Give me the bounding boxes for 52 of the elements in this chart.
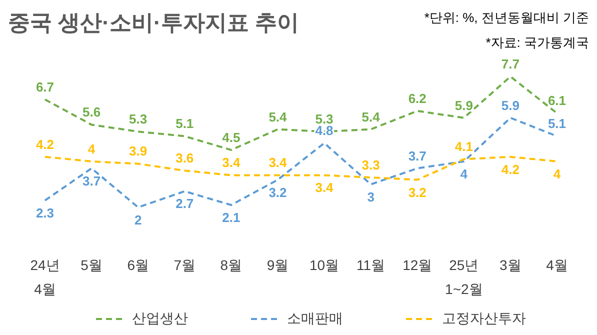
x-tick-label: 10월 [309, 257, 340, 273]
data-label: 4 [460, 166, 468, 182]
data-label: 3.4 [222, 155, 241, 170]
data-label: 3 [367, 189, 374, 204]
x-tick-label: 25년 1~2월 [445, 257, 483, 297]
data-label: 4 [88, 141, 96, 156]
data-label: 5.6 [82, 104, 101, 120]
x-tick-label: 6월 [127, 257, 149, 273]
data-label: 5.1 [176, 116, 194, 132]
x-tick-label: 12월 [402, 257, 432, 273]
data-label: 3.9 [129, 144, 148, 159]
data-label: 5.1 [548, 116, 566, 132]
data-label: 2.1 [222, 210, 240, 226]
data-label: 3.4 [268, 155, 288, 170]
x-tick-label: 9월 [266, 257, 289, 273]
x-tick-label: 8월 [220, 257, 242, 273]
data-label: 3.7 [408, 148, 426, 164]
x-tick-label: 4월 [546, 257, 568, 273]
data-label: 6.1 [548, 93, 566, 108]
data-label: 4 [553, 166, 562, 182]
data-label: 6.7 [36, 79, 54, 94]
data-label: 5.4 [268, 109, 288, 124]
text: *자료: 국가통계국 [486, 35, 589, 50]
legend-label: 산업생산 [132, 310, 188, 326]
data-label: 3.2 [408, 184, 426, 200]
data-label: 7.7 [501, 56, 520, 72]
x-tick-label: 24년 4월 [30, 257, 60, 297]
data-label: 5.4 [362, 109, 381, 124]
text: *단위: %, 전년동월대비 기준 [424, 10, 589, 25]
legend-label: 고정자산투자 [442, 310, 526, 326]
data-label: 6.2 [408, 90, 426, 106]
data-label: 3.3 [362, 157, 380, 172]
x-tick-label: 5월 [80, 257, 102, 273]
data-label: 3.6 [176, 150, 194, 166]
data-label: 2.3 [36, 205, 54, 220]
data-label: 3.7 [82, 173, 101, 188]
x-tick-label: 7월 [174, 257, 196, 273]
data-label: 5.9 [454, 98, 473, 113]
data-label: 4.1 [454, 139, 473, 154]
data-label: 3.2 [268, 184, 287, 200]
x-tick-label: 11월 [356, 257, 386, 273]
data-label: 4.5 [222, 130, 240, 145]
data-label: 3.4 [315, 180, 334, 196]
chart-title: 중국 생산·소비·투자지표 추이 [8, 10, 299, 35]
data-label: 2 [134, 212, 142, 228]
data-label: 2.7 [176, 196, 194, 212]
data-label: 4.2 [36, 136, 54, 152]
data-label: 4.2 [501, 162, 520, 177]
data-label: 5.3 [129, 112, 148, 127]
x-tick-label: 3월 [500, 257, 522, 273]
data-label: 5.9 [501, 98, 520, 113]
legend-label: 소매판매 [287, 310, 343, 326]
